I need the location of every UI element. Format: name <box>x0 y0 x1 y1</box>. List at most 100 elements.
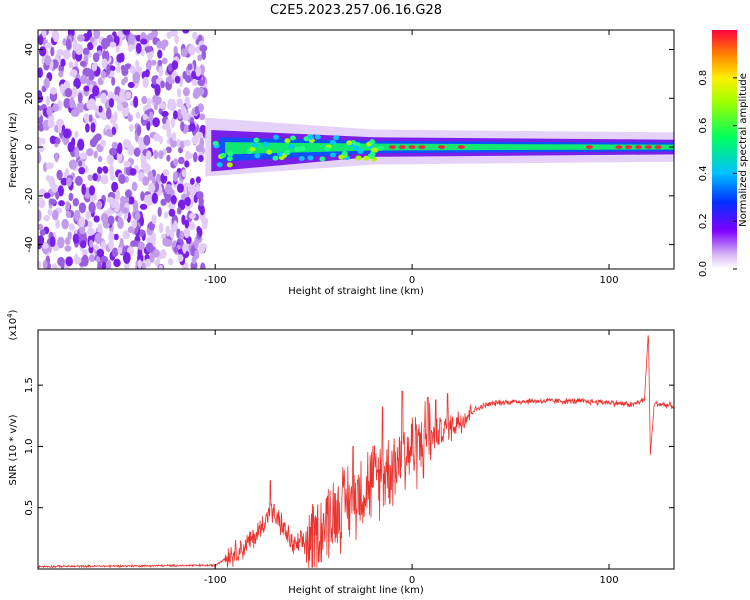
spectrogram-noise-cell <box>87 41 94 51</box>
spectrogram-noise-cell <box>101 261 107 269</box>
spectrogram-noise-cell <box>57 256 65 267</box>
spectrogram-noise-cell <box>74 131 79 139</box>
spectrogram-noise-cell <box>49 87 57 95</box>
spectrogram-noise-cell <box>97 155 103 163</box>
spectrogram-noise-cell <box>121 101 129 109</box>
spectrogram-noise-cell <box>182 87 190 97</box>
spectrogram-noise-cell <box>39 46 47 57</box>
spectrogram-noise-cell <box>165 225 171 237</box>
spectrogram-noise-cell <box>83 112 90 123</box>
spectrogram-noise-cell <box>170 195 177 205</box>
spectrogram-noise-cell <box>77 92 83 104</box>
spectrogram-noise-cell <box>144 46 153 53</box>
spectrogram-noise-cell <box>47 208 53 216</box>
spectrogram-noise-cell <box>117 142 123 155</box>
spectrogram-noise-cell <box>68 159 77 170</box>
spectrogram-noise-cell <box>93 134 100 143</box>
spectrogram-noise-cell <box>158 150 164 160</box>
spectrogram-y-tick-label: -40 <box>24 236 35 252</box>
snr-series-line <box>38 335 674 569</box>
spectrogram-noise-cell <box>68 192 74 202</box>
spectrogram-noise-cell <box>158 222 164 234</box>
spectrogram-noise-cell <box>128 196 135 205</box>
spectrogram-noise-cell <box>52 263 58 269</box>
spectrogram-noise-cell <box>146 199 152 207</box>
spectrogram-noise-cell <box>172 171 178 182</box>
spectrogram-noise-cell <box>121 207 129 214</box>
colorbar-tick-label: 0.0 <box>698 261 709 277</box>
spectrogram-noise-cell <box>65 210 72 218</box>
snr-y-tick-label: 1.5 <box>24 377 35 393</box>
spectrogram-noise-cell <box>139 203 148 210</box>
spectrogram-noise-cell <box>177 156 185 165</box>
spectrogram-noise-cell <box>105 128 113 137</box>
spectrogram-noise-cell <box>89 36 95 43</box>
spectrogram-band-blob <box>216 162 223 168</box>
spectrogram-noise-cell <box>151 192 158 204</box>
spectrogram-noise-cell <box>134 59 140 68</box>
spectrogram-noise-cell <box>79 60 87 67</box>
spectrogram-noise-cell <box>125 91 132 100</box>
spectrogram-noise-cell <box>60 177 68 186</box>
spectrogram-peak <box>398 145 406 149</box>
spectrogram-peak <box>418 145 426 149</box>
spectrogram-noise-cell <box>93 30 101 40</box>
spectrogram-y-tick-label: -20 <box>24 188 35 204</box>
spectrogram-noise-cell <box>149 111 154 120</box>
spectrogram-noise-cell <box>158 66 164 77</box>
snr-y-ticks: 0.5 1.0 1.5 <box>24 377 674 516</box>
spectrogram-noise-cell <box>75 175 83 186</box>
spectrogram-noise-cell <box>156 40 163 49</box>
spectrogram-noise-cell <box>147 32 154 41</box>
spectrogram-noise-cell <box>52 103 60 112</box>
spectrogram-noise-cell <box>147 170 154 181</box>
spectrogram-noise-cell <box>78 167 86 175</box>
spectrogram-noise-cell <box>49 236 56 248</box>
spectrogram-x-tick-label: 0 <box>409 275 415 286</box>
spectrogram-noise-cell <box>83 85 90 92</box>
spectrogram-heatmap <box>38 30 674 269</box>
colorbar-ticks: 0.0 0.2 0.4 0.6 0.8 <box>698 70 737 277</box>
spectrogram-noise-cell <box>157 59 163 66</box>
spectrogram-x-tick-label: 100 <box>599 275 618 286</box>
spectrogram-noise-cell <box>195 144 204 153</box>
spectrogram-noise-cell <box>115 45 120 53</box>
spectrogram-noise-cell <box>39 229 46 236</box>
spectrogram-y-tick-label: 20 <box>24 92 35 105</box>
spectrogram-band-blob <box>369 139 376 145</box>
spectrogram-noise-cell <box>152 249 160 258</box>
spectrogram-noise-cell <box>176 99 184 108</box>
spectrogram-noise-cell <box>50 46 55 57</box>
spectrogram-noise-cell <box>89 195 95 203</box>
spectrogram-noise-cell <box>153 133 161 142</box>
spectrogram-noise-cell <box>155 173 161 184</box>
spectrogram-noise-cell <box>117 216 123 227</box>
spectrogram-noise-cell <box>101 38 109 50</box>
spectrogram-band-blob <box>289 135 296 141</box>
spectrogram-noise-cell <box>157 49 163 59</box>
spectrogram-noise-cell <box>100 212 109 223</box>
spectrogram-noise-cell <box>65 38 72 50</box>
spectrogram-noise-cell <box>100 70 107 79</box>
spectrogram-noise-cell <box>198 243 206 254</box>
spectrogram-noise-cell <box>57 123 63 134</box>
spectrogram-noise-cell <box>80 240 87 249</box>
spectrogram-noise-cell <box>78 202 87 214</box>
snr-scale-close: ) <box>8 309 19 313</box>
spectrogram-noise-cell <box>69 97 75 109</box>
spectrogram-noise-cell <box>165 146 172 154</box>
spectrogram-noise-cell <box>173 220 178 231</box>
spectrogram-noise-cell <box>85 210 92 220</box>
snr-scale-base: (x10 <box>8 318 19 341</box>
spectrogram-noise-cell <box>110 174 116 181</box>
spectrogram-noise-cell <box>197 54 203 61</box>
spectrogram-band-blob <box>363 155 370 161</box>
spectrogram-noise-cell <box>154 96 162 105</box>
spectrogram-noise-cell <box>161 123 170 130</box>
spectrogram-noise-cell <box>87 174 94 181</box>
spectrogram-noise-cell <box>118 173 126 185</box>
spectrogram-noise-cell <box>90 122 96 133</box>
spectrogram-noise-cell <box>55 219 61 229</box>
spectrogram-noise-cell <box>44 77 50 89</box>
